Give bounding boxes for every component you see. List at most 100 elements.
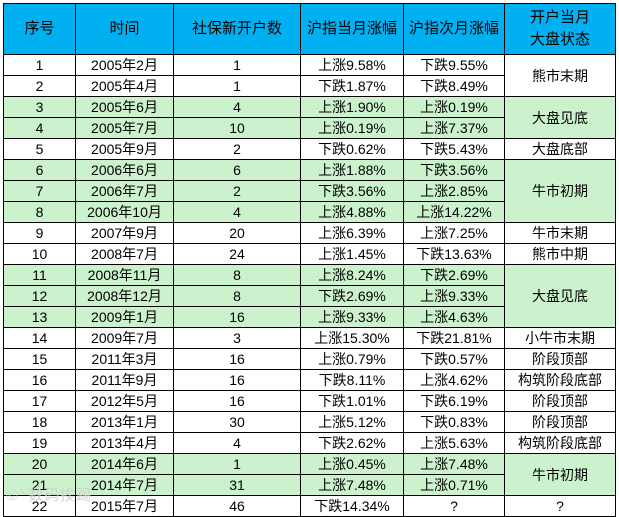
cell-accounts: 4 — [173, 432, 301, 454]
cell-next-change: 下跌0.57% — [403, 348, 505, 370]
cell-accounts: 4 — [173, 201, 301, 223]
cell-accounts: 2 — [173, 180, 301, 202]
cell-serial: 10 — [3, 243, 76, 265]
cell-serial: 16 — [3, 369, 76, 391]
cell-next-change: 下跌9.55% — [403, 54, 505, 76]
cell-next-change: 上涨7.25% — [403, 222, 505, 244]
column-header-current-month-change: 沪指当月涨幅 — [300, 3, 404, 55]
cell-current-change: 上涨1.88% — [300, 159, 404, 181]
cell-next-change: 上涨7.37% — [403, 117, 505, 139]
cell-current-change: 下跌3.56% — [300, 180, 404, 202]
cell-time: 2006年6月 — [75, 159, 174, 181]
cell-next-change: 上涨0.19% — [403, 96, 505, 118]
cell-serial: 5 — [3, 138, 76, 160]
cell-current-change: 上涨0.79% — [300, 348, 404, 370]
cell-accounts: 3 — [173, 327, 301, 349]
cell-next-change: 下跌2.69% — [403, 264, 505, 286]
table-row: 18 2013年1月 30 上涨5.12% 下跌0.83% 阶段顶部 — [3, 411, 616, 433]
cell-market-status: 大盘见底 — [504, 96, 616, 139]
cell-accounts: 16 — [173, 348, 301, 370]
cell-market-status: 牛市初期 — [504, 453, 616, 496]
column-header-time: 时间 — [75, 3, 174, 55]
column-header-market-status: 开户当月 大盘状态 — [504, 3, 616, 55]
column-header-new-accounts: 社保新开户数 — [173, 3, 301, 55]
cell-serial: 17 — [3, 390, 76, 412]
cell-next-change: 下跌3.56% — [403, 159, 505, 181]
cell-serial: 9 — [3, 222, 76, 244]
table-row: 7 2006年7月 2 下跌3.56% 上涨2.85% — [3, 180, 616, 202]
cell-accounts: 6 — [173, 159, 301, 181]
cell-time: 2014年6月 — [75, 453, 174, 475]
cell-time: 2005年2月 — [75, 54, 174, 76]
cell-time: 2011年3月 — [75, 348, 174, 370]
cell-time: 2006年10月 — [75, 201, 174, 223]
table-row: 3 2005年6月 4 上涨1.90% 上涨0.19% 大盘见底 — [3, 96, 616, 139]
cell-market-status: 阶段顶部 — [504, 411, 616, 433]
cell-next-change: 下跌6.19% — [403, 390, 505, 412]
table-row: 14 2009年7月 3 上涨15.30% 下跌21.81% 小牛市末期 — [3, 327, 616, 349]
cell-time: 2006年7月 — [75, 180, 174, 202]
cell-serial: 3 — [3, 96, 76, 118]
cell-time: 2005年7月 — [75, 117, 174, 139]
table-row: 13 2009年1月 16 上涨9.33% 上涨4.63% — [3, 306, 616, 328]
table-row: 9 2007年9月 20 上涨6.39% 上涨7.25% 牛市末期 — [3, 222, 616, 244]
cell-time: 2005年6月 — [75, 96, 174, 118]
cell-next-change: 上涨2.85% — [403, 180, 505, 202]
cell-market-status: 阶段顶部 — [504, 390, 616, 412]
column-header-next-month-change: 沪指次月涨幅 — [403, 3, 505, 55]
cell-serial: 19 — [3, 432, 76, 454]
cell-time: 2009年1月 — [75, 306, 174, 328]
table-row: 16 2011年9月 16 下跌8.11% 上涨4.62% 构筑阶段底部 — [3, 369, 616, 391]
table-row: 5 2005年9月 2 下跌0.62% 下跌5.43% 大盘底部 — [3, 138, 616, 160]
cell-accounts: 10 — [173, 117, 301, 139]
table-row: 22 2015年7月 46 下跌14.34% ? ? — [3, 495, 616, 517]
cell-current-change: 上涨1.45% — [300, 243, 404, 265]
cell-current-change: 上涨0.19% — [300, 117, 404, 139]
cell-accounts: 31 — [173, 474, 301, 496]
cell-serial: 2 — [3, 75, 76, 97]
cell-next-change: 上涨4.62% — [403, 369, 505, 391]
cell-current-change: 上涨15.30% — [300, 327, 404, 349]
cell-current-change: 上涨4.88% — [300, 201, 404, 223]
cell-next-change: ? — [403, 495, 505, 517]
cell-time: 2014年7月 — [75, 474, 174, 496]
table-row: 19 2013年4月 4 下跌2.62% 上涨5.63% 构筑阶段底部 — [3, 432, 616, 454]
cell-current-change: 下跌1.01% — [300, 390, 404, 412]
table-row: 4 2005年7月 10 上涨0.19% 上涨7.37% — [3, 117, 616, 139]
cell-market-status: 小牛市末期 — [504, 327, 616, 349]
cell-accounts: 16 — [173, 390, 301, 412]
table-row: 11 2008年11月 8 上涨8.24% 下跌2.69% 大盘见底 — [3, 264, 616, 328]
table-row: 15 2011年3月 16 上涨0.79% 下跌0.57% 阶段顶部 — [3, 348, 616, 370]
cell-serial: 15 — [3, 348, 76, 370]
cell-next-change: 下跌8.49% — [403, 75, 505, 97]
cell-accounts: 4 — [173, 96, 301, 118]
cell-accounts: 8 — [173, 264, 301, 286]
cell-serial: 21 — [3, 474, 76, 496]
cell-current-change: 上涨7.48% — [300, 474, 404, 496]
table-row: 6 2006年6月 6 上涨1.88% 下跌3.56% 牛市初期 — [3, 159, 616, 223]
cell-accounts: 46 — [173, 495, 301, 517]
table-row: 17 2012年5月 16 下跌1.01% 下跌6.19% 阶段顶部 — [3, 390, 616, 412]
cell-accounts: 1 — [173, 54, 301, 76]
table-row: 1 2005年2月 1 上涨9.58% 下跌9.55% 熊市末期 — [3, 54, 616, 97]
cell-time: 2012年5月 — [75, 390, 174, 412]
cell-serial: 18 — [3, 411, 76, 433]
cell-current-change: 上涨5.12% — [300, 411, 404, 433]
cell-accounts: 2 — [173, 138, 301, 160]
table-row: 20 2014年6月 1 上涨0.45% 上涨7.48% 牛市初期 — [3, 453, 616, 496]
cell-market-status: 牛市末期 — [504, 222, 616, 244]
cell-current-change: 下跌2.62% — [300, 432, 404, 454]
cell-serial: 8 — [3, 201, 76, 223]
cell-next-change: 下跌5.43% — [403, 138, 505, 160]
cell-next-change: 上涨4.63% — [403, 306, 505, 328]
cell-accounts: 16 — [173, 369, 301, 391]
cell-accounts: 8 — [173, 285, 301, 307]
cell-accounts: 20 — [173, 222, 301, 244]
cell-serial: 6 — [3, 159, 76, 181]
cell-accounts: 1 — [173, 75, 301, 97]
cell-time: 2005年9月 — [75, 138, 174, 160]
cell-serial: 4 — [3, 117, 76, 139]
cell-time: 2007年9月 — [75, 222, 174, 244]
cell-serial: 14 — [3, 327, 76, 349]
cell-market-status: 构筑阶段底部 — [504, 432, 616, 454]
